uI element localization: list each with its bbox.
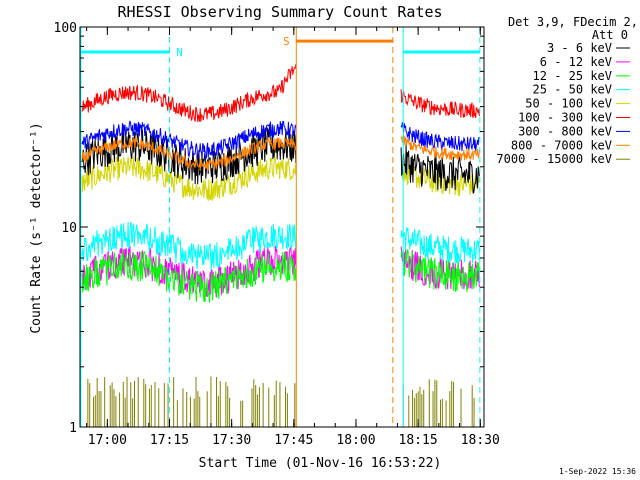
series-300-800keV <box>81 120 480 160</box>
series-line <box>81 221 297 271</box>
series-line <box>400 162 480 197</box>
legend-entry-label: 12 - 25 keV <box>533 69 612 83</box>
series-12-25keV <box>81 248 480 303</box>
y-tick-label: 1 <box>69 421 77 436</box>
legend-entry-label: 100 - 300 keV <box>518 111 612 125</box>
y-tick-label: 100 <box>54 21 77 36</box>
legend-entry-label: 3 - 6 keV <box>547 41 612 55</box>
legend-header-line-1: Det 3,9, FDecim 2, <box>508 15 638 29</box>
legend-entry-label: 50 - 100 keV <box>525 97 612 111</box>
legend-entry-label: 25 - 50 keV <box>533 83 612 97</box>
series-line <box>400 227 480 264</box>
x-tick-label: 18:30 <box>461 433 500 448</box>
series-line <box>400 248 480 293</box>
series-line <box>81 63 297 122</box>
x-tick-label: 17:00 <box>88 433 127 448</box>
legend-header-line-2: Att 0 <box>592 28 628 42</box>
axes-frame <box>79 26 485 428</box>
series-line <box>81 137 297 172</box>
chart-title: RHESSI Observing Summary Count Rates <box>117 3 442 21</box>
plot-area: N S 1 10 100 17:00 17:15 17:30 17:45 18:00 18:15 18… <box>54 21 500 448</box>
annotation-label: S <box>283 35 290 48</box>
series-25-50keV <box>81 221 480 271</box>
annotation-label: N <box>176 46 183 59</box>
series-800-7000keV <box>81 132 480 172</box>
y-tick-label: 10 <box>61 221 77 236</box>
series-100-300keV <box>81 63 480 122</box>
legend-entry-label: 6 - 12 keV <box>540 55 612 69</box>
series-line <box>400 132 480 161</box>
x-tick-label: 17:15 <box>150 433 189 448</box>
legend-entry-label: 7000 - 15000 keV <box>496 152 612 166</box>
x-tick-label: 17:45 <box>274 433 313 448</box>
series-line <box>81 250 297 303</box>
x-tick-label: 18:15 <box>399 433 438 448</box>
x-axis-label: Start Time (01-Nov-16 16:53:22) <box>199 456 442 471</box>
series-line <box>81 120 297 160</box>
x-tick-label: 18:00 <box>336 433 375 448</box>
series-line <box>400 144 480 195</box>
date-stamp: 1-Sep-2022 15:36 <box>559 467 636 476</box>
x-tick-label: 17:30 <box>212 433 251 448</box>
series-line <box>400 89 480 119</box>
series-7000-15000keV <box>87 376 475 427</box>
legend-entry-label: 300 - 800 keV <box>518 124 612 138</box>
legend-entry-label: 800 - 7000 keV <box>511 138 612 152</box>
y-axis-label: Count Rate (s⁻¹ detector⁻¹) <box>29 122 44 333</box>
series-line <box>400 122 480 152</box>
